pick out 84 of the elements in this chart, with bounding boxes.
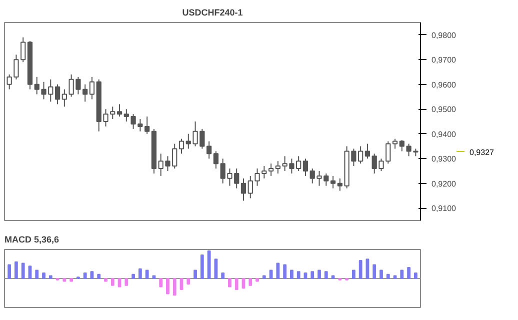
- candlestick: [262, 166, 267, 179]
- bar: [269, 270, 273, 279]
- bar: [290, 270, 294, 279]
- candlestick: [302, 158, 308, 176]
- bar: [256, 278, 259, 282]
- bar: [110, 278, 114, 286]
- text: 0,9327: [470, 148, 495, 157]
- bar: [90, 271, 94, 279]
- candlestick: [34, 76, 40, 95]
- bar: [380, 270, 383, 279]
- bar: [276, 262, 280, 279]
- bar: [324, 271, 328, 279]
- bar: [414, 272, 418, 279]
- bar: [296, 271, 300, 279]
- bar: [228, 278, 232, 288]
- y-tick-label: 0,9600: [432, 80, 457, 90]
- bar: [234, 278, 238, 290]
- bar: [42, 272, 46, 279]
- bar: [407, 266, 410, 279]
- bar: [200, 254, 204, 279]
- candlestick: [6, 74, 12, 90]
- bar: [248, 278, 252, 286]
- candlestick: [275, 160, 280, 174]
- y-tick-label: 0,9700: [432, 56, 457, 65]
- bar: [35, 270, 39, 279]
- y-tick-label: 0,9300: [432, 154, 457, 164]
- candlestick: [330, 175, 336, 189]
- bar: [207, 250, 211, 279]
- y-tick-label: 0,9100: [432, 204, 457, 214]
- bar: [70, 278, 74, 282]
- bar: [194, 270, 197, 279]
- chart-title: MACD 5,36,6: [4, 234, 60, 244]
- bar: [310, 271, 314, 279]
- candlestick: [206, 140, 212, 160]
- candlestick: [144, 116, 150, 134]
- bar: [118, 278, 122, 288]
- bar: [331, 275, 335, 279]
- bar: [386, 274, 390, 279]
- bar: [124, 278, 128, 286]
- candlestick: [240, 178, 246, 202]
- bar: [172, 278, 176, 296]
- bar: [372, 264, 376, 279]
- bar: [283, 264, 287, 279]
- bar: [318, 270, 321, 279]
- bar: [132, 274, 135, 279]
- bar: [221, 272, 225, 279]
- bar: [358, 260, 362, 279]
- y-tick-label: 0,9800: [432, 30, 457, 40]
- bar: [352, 270, 356, 279]
- bar: [180, 278, 184, 290]
- candlestick: [213, 150, 219, 170]
- bar: [8, 264, 12, 279]
- bar: [48, 275, 52, 279]
- y-tick-label: 0,9400: [432, 130, 457, 139]
- bar: [214, 258, 218, 279]
- bar: [14, 261, 18, 279]
- bar: [366, 258, 370, 279]
- bar: [186, 278, 190, 285]
- bar: [62, 278, 66, 282]
- bar: [83, 272, 87, 279]
- candlestick: [89, 76, 95, 100]
- candlestick: [268, 163, 274, 176]
- bar: [400, 270, 404, 279]
- bar: [393, 275, 397, 279]
- bar: [97, 274, 101, 279]
- candlestick: [392, 138, 398, 150]
- bar: [152, 275, 156, 279]
- bar: [145, 270, 149, 279]
- bar: [262, 275, 266, 279]
- candlestick: [54, 84, 60, 105]
- chart-title: USDCHF240-1: [182, 8, 243, 18]
- candlestick: [364, 143, 370, 160]
- candlestick: [116, 104, 122, 118]
- bar: [104, 278, 108, 282]
- bar: [159, 278, 163, 288]
- candlestick: [178, 138, 184, 154]
- bar: [21, 262, 25, 279]
- bar: [28, 266, 32, 279]
- bar: [304, 272, 308, 279]
- candlestick: [138, 118, 143, 132]
- y-tick-label: 0,9200: [432, 179, 457, 188]
- bar: [138, 268, 142, 279]
- y-tick-label: 0,9500: [432, 105, 457, 114]
- bar: [166, 278, 170, 294]
